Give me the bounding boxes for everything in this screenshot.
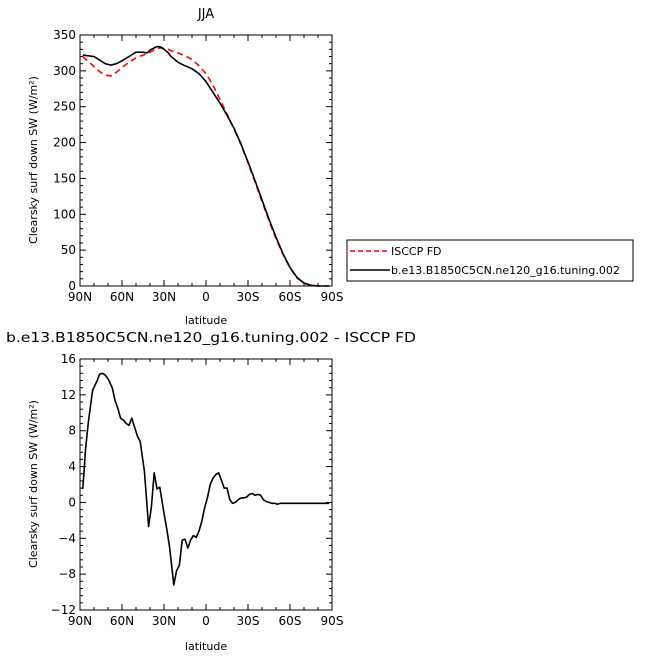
bottom-chart-plot: 90N 60N 30N 0 30S 60S 90S −12 −8 −4 0 4 8 12 16 [51, 352, 344, 628]
y-tick-label: 200 [53, 136, 76, 150]
series-line-1 [82, 45, 330, 287]
legend-box [346, 239, 634, 282]
bottom-chart-title: b.e13.B1850C5CN.ne120_g16.tuning.002 - I… [6, 331, 416, 346]
y-tick-label: 100 [53, 207, 76, 221]
x-tick-label: 30S [237, 614, 260, 628]
series-line-0 [82, 47, 330, 287]
y-tick-label: −8 [58, 567, 76, 581]
y-tick-label: 300 [53, 64, 76, 78]
x-tick-label: 90S [321, 614, 344, 628]
top-chart-plot: 90N 60N 30N 0 30S 60S 90S 0 50 100 150 200 250 300 350 [53, 28, 343, 304]
top-chart-ylabel: Clearsky surf down SW (W/m²) [27, 76, 40, 244]
x-tick-label: 0 [202, 614, 210, 628]
x-tick-label: 60N [110, 290, 134, 304]
y-tick-label: −4 [58, 531, 76, 545]
top-chart-xlabel: latitude [185, 314, 227, 327]
x-tick-label: 60S [279, 614, 302, 628]
y-tick-label: 8 [68, 424, 76, 438]
x-tick-label: 90N [68, 614, 92, 628]
y-tick-label: 4 [68, 460, 76, 474]
x-tick-label: 30S [237, 290, 260, 304]
legend-label-isccp: ISCCP FD [391, 245, 442, 258]
y-tick-label: 250 [53, 100, 76, 114]
x-tick-label: 30N [152, 614, 176, 628]
legend-label-model: b.e13.B1850C5CN.ne120_g16.tuning.002 [391, 264, 620, 277]
x-tick-label: 90N [68, 290, 92, 304]
x-tick-label: 30N [152, 290, 176, 304]
y-tick-label: 0 [68, 495, 76, 509]
y-tick-label: 16 [61, 352, 76, 366]
bottom-chart-xlabel: latitude [185, 640, 227, 653]
series-line-0 [82, 372, 330, 586]
y-tick-label: 12 [61, 388, 76, 402]
x-tick-label: 60N [110, 614, 134, 628]
y-tick-label: 350 [53, 28, 76, 42]
plot-frame [79, 358, 333, 611]
x-tick-label: 90S [321, 290, 344, 304]
top-chart-legend: ISCCP FD b.e13.B1850C5CN.ne120_g16.tunin… [346, 239, 634, 282]
y-tick-label: −12 [51, 603, 76, 617]
top-chart-title: JJA [197, 7, 214, 22]
y-tick-label: 0 [68, 279, 76, 293]
x-tick-label: 0 [202, 290, 210, 304]
x-tick-label: 60S [279, 290, 302, 304]
bottom-chart-ylabel: Clearsky surf down SW (W/m²) [27, 400, 40, 568]
y-tick-label: 50 [61, 243, 76, 257]
y-tick-label: 150 [53, 171, 76, 185]
